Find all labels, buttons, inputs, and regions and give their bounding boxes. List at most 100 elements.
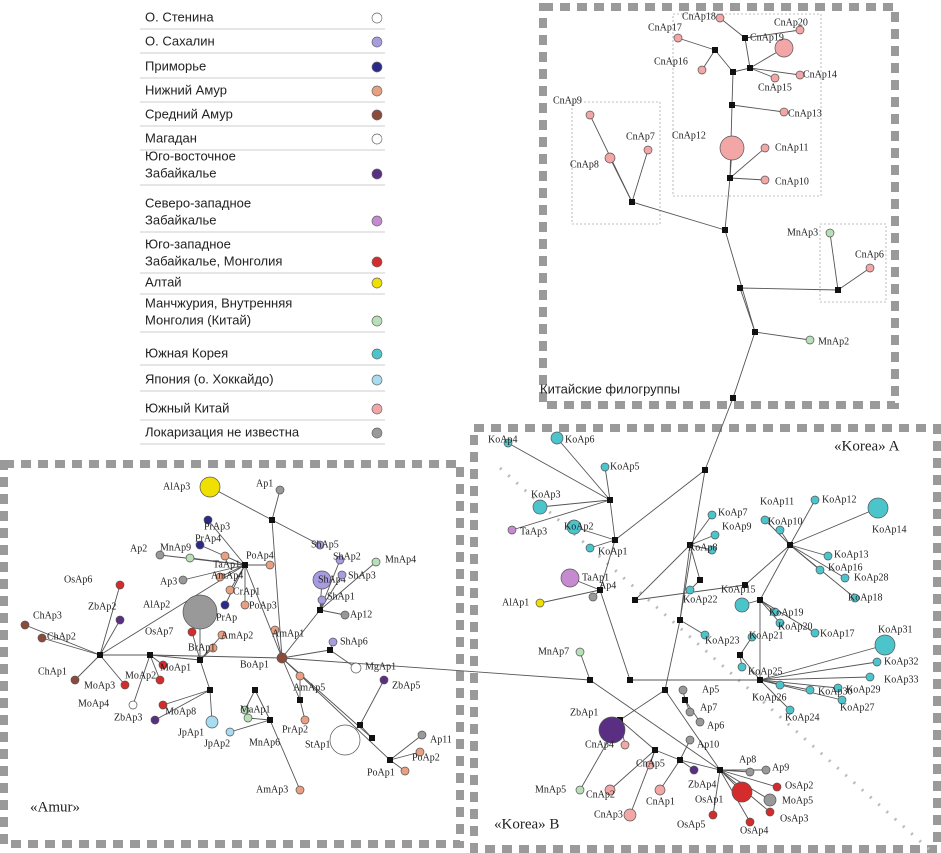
- legend-swatch: [371, 256, 383, 268]
- edge: [599, 589, 631, 681]
- haplotype-node: [588, 592, 598, 602]
- edge: [511, 499, 611, 531]
- junction: [677, 757, 683, 763]
- china-box: [539, 3, 899, 409]
- haplotype-label: KoAp22: [683, 594, 717, 605]
- haplotype-node: [128, 700, 138, 710]
- haplotype-node: [872, 657, 882, 667]
- haplotype-label: KoAp13: [834, 549, 868, 560]
- haplotype-node: [772, 782, 782, 792]
- subgroup-box: [819, 223, 887, 303]
- edge: [759, 599, 816, 634]
- edge: [659, 759, 681, 791]
- haplotype-label: KoAp30: [818, 686, 852, 697]
- haplotype-label: Ap6: [707, 720, 724, 731]
- haplotype-node: [585, 543, 595, 553]
- haplotype-node: [178, 575, 188, 585]
- haplotype-label: MoAp1: [160, 662, 191, 673]
- edge: [159, 554, 246, 566]
- haplotype-node: [745, 817, 755, 827]
- haplotype-node: [205, 715, 219, 729]
- haplotype-node: [340, 610, 350, 620]
- haplotype-label: MaAp1: [240, 704, 271, 715]
- edge: [269, 719, 301, 791]
- haplotype-node: [265, 560, 275, 570]
- edge: [739, 287, 756, 333]
- group-boxes: [0, 3, 941, 853]
- haplotype-node: [760, 175, 770, 185]
- edge: [664, 619, 681, 691]
- edge: [389, 751, 421, 761]
- haplotype-node: [770, 73, 780, 83]
- haplotype-label: CnAp19: [750, 32, 784, 43]
- haplotype-node: [335, 555, 345, 565]
- legend-label: Нижний Амур: [145, 82, 227, 97]
- haplotype-node: [810, 628, 820, 638]
- haplotype-label: AmAp1: [272, 628, 304, 639]
- edge: [609, 749, 656, 791]
- haplotype-node: [243, 713, 253, 723]
- edge: [132, 654, 151, 706]
- edge: [24, 624, 101, 656]
- haplotype-label: StAp1: [305, 739, 331, 750]
- haplotype-label: MnAp6: [249, 737, 280, 748]
- edge: [739, 287, 839, 291]
- haplotype-node: [700, 630, 710, 640]
- junction: [207, 687, 213, 693]
- haplotype-label: CnAp2: [586, 789, 615, 800]
- haplotype-node: [697, 65, 707, 75]
- haplotype-node: [158, 700, 168, 710]
- haplotype-node: [731, 781, 753, 803]
- edge: [689, 544, 701, 581]
- edge: [714, 49, 734, 73]
- edge: [689, 534, 716, 546]
- edge: [614, 469, 706, 541]
- haplotype-node: [775, 618, 785, 628]
- haplotype-node: [785, 705, 795, 715]
- haplotype-label: AmAp4: [211, 570, 243, 581]
- haplotype-label: OsAp5: [677, 819, 705, 830]
- junction: [737, 285, 743, 291]
- haplotype-node: [867, 497, 889, 519]
- edge: [829, 232, 839, 291]
- haplotype-label: CnAp20: [774, 17, 808, 28]
- haplotype-label: KoAp3: [531, 489, 560, 500]
- legend-label: Япония (о. Хоккайдо): [145, 371, 274, 386]
- edge: [539, 589, 601, 604]
- edge: [99, 654, 126, 686]
- legend-label: Юго-западное: [145, 236, 231, 251]
- haplotype-node: [623, 808, 637, 822]
- junction: [597, 587, 603, 593]
- haplotype-node: [328, 637, 338, 647]
- haplotype-node: [760, 515, 770, 525]
- edge: [99, 584, 121, 656]
- haplotype-node: [775, 680, 785, 690]
- haplotype-node: [747, 632, 757, 642]
- divider: [499, 466, 931, 852]
- haplotype-label: MnAp5: [535, 784, 566, 795]
- junction: [587, 677, 593, 683]
- edge: [74, 654, 101, 681]
- haplotype-node: [120, 680, 130, 690]
- edge: [679, 619, 706, 636]
- haplotype-label: ZbAp3: [114, 712, 142, 723]
- haplotype-label: TaAp3: [520, 526, 547, 537]
- haplotype-label: KoAp17: [820, 628, 854, 639]
- haplotype-node: [150, 715, 160, 725]
- legend-swatch: [371, 315, 383, 327]
- haplotype-node: [155, 675, 165, 685]
- subgroup-box: [672, 13, 822, 197]
- junction: [197, 657, 203, 663]
- haplotype-node: [115, 615, 125, 625]
- haplotype-node: [199, 476, 221, 498]
- haplotype-node: [710, 530, 720, 540]
- legend-swatch: [371, 348, 383, 360]
- edge: [789, 499, 816, 546]
- haplotype-node: [275, 485, 285, 495]
- legend-label: Манчжурия, Внутренняя: [145, 295, 292, 310]
- edge: [654, 749, 681, 761]
- edge: [704, 397, 734, 471]
- haplotype-node: [566, 519, 582, 535]
- haplotype-label: CnAp14: [803, 69, 837, 80]
- haplotype-node: [850, 593, 860, 603]
